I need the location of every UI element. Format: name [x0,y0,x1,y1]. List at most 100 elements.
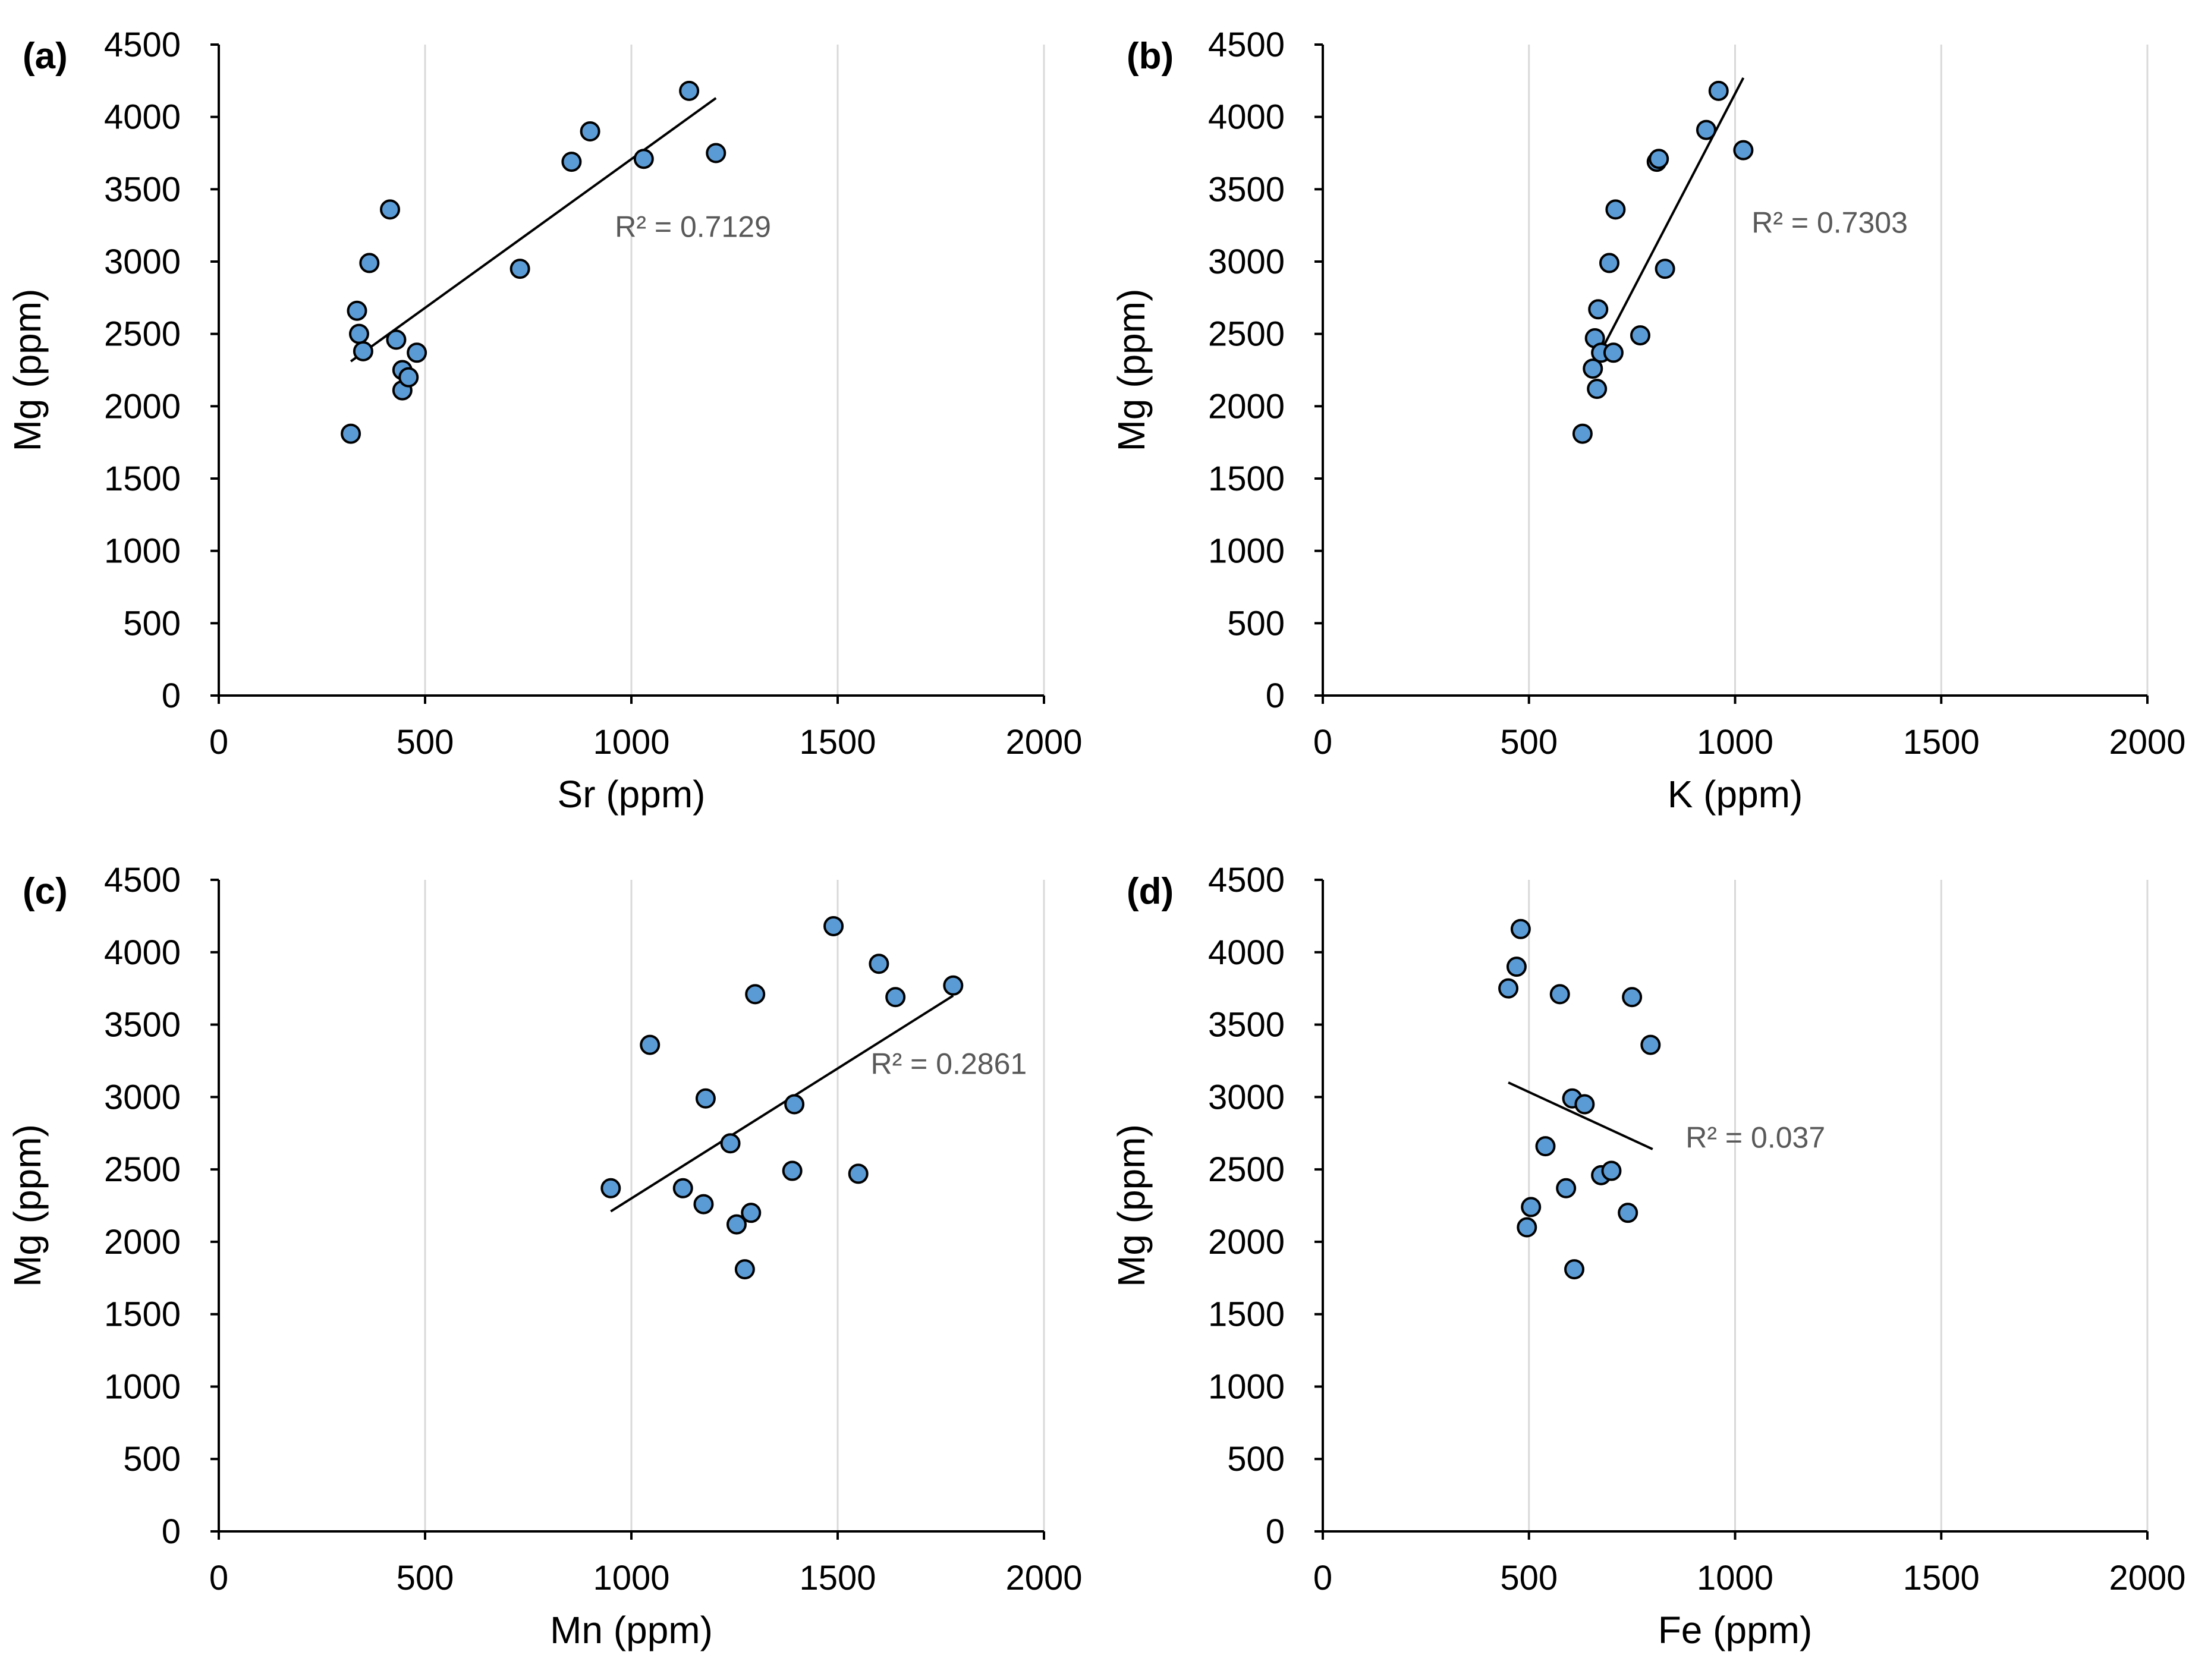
panel-label: (b) [1127,36,1174,77]
trendline [1593,77,1745,364]
data-point [1630,325,1650,346]
x-tick-label: 1000 [1697,723,1773,762]
y-tick-label: 500 [1227,604,1285,643]
data-point [407,342,427,363]
x-axis-title: K (ppm) [1668,773,1803,816]
data-point [679,80,700,101]
x-tick-label: 1000 [593,723,669,762]
data-point [745,984,766,1005]
y-tick-label: 4000 [1208,933,1285,972]
data-point [580,121,600,141]
data-point [398,367,419,388]
data-point [672,1178,693,1198]
data-point [706,143,726,163]
data-point [869,954,889,974]
x-tick-label: 2000 [2109,1559,2185,1597]
data-point [600,1178,621,1198]
data-point [1583,358,1603,379]
panel-label: (a) [23,36,68,77]
y-tick-label: 2500 [104,315,181,354]
data-point [1521,1197,1542,1217]
y-tick-label: 1500 [1208,460,1285,498]
x-axis-title: Fe (ppm) [1658,1609,1813,1651]
x-tick-label: 1500 [1903,723,1980,762]
y-tick-label: 1000 [1208,1367,1285,1406]
data-point [1605,199,1626,220]
y-tick-label: 0 [162,677,181,715]
data-point [353,341,373,361]
y-tick-label: 3500 [1208,1006,1285,1045]
x-tick-label: 0 [209,1559,228,1597]
data-point [720,1133,741,1154]
data-point [1556,1178,1577,1198]
y-tick-label: 1000 [1208,532,1285,571]
y-tick-label: 4000 [104,933,181,972]
data-point [1572,423,1593,444]
data-point [1599,253,1619,273]
x-tick-label: 0 [1313,723,1332,762]
data-point [561,152,582,172]
y-tick-label: 3000 [104,243,181,281]
y-tick-label: 4000 [104,98,181,137]
data-point [640,1034,661,1055]
data-point [734,1259,755,1280]
data-point [823,915,844,936]
y-tick-label: 3000 [104,1078,181,1116]
x-axis-title: Sr (ppm) [558,773,706,816]
y-tick-label: 3500 [1208,170,1285,209]
data-point [885,987,906,1008]
data-point [1649,149,1669,169]
data-point [1733,140,1754,161]
y-tick-label: 2500 [1208,315,1285,354]
x-tick-label: 2000 [1005,723,1082,762]
data-point [347,300,367,321]
r-squared-label: R² = 0.037 [1685,1121,1825,1154]
y-tick-label: 1000 [104,532,181,571]
y-tick-label: 0 [1266,1512,1285,1551]
r-squared-label: R² = 0.7129 [615,210,771,244]
data-point [1498,978,1519,999]
data-point [359,253,380,273]
data-point [1587,379,1608,399]
trendline [610,995,954,1213]
x-tick-label: 0 [1313,1559,1332,1597]
x-tick-label: 500 [397,1559,454,1597]
x-tick-label: 1500 [799,723,876,762]
y-tick-label: 2000 [1208,1223,1285,1261]
x-tick-label: 1000 [1697,1559,1773,1597]
y-axis-title: Mg (ppm) [6,1124,49,1287]
panel-label: (d) [1127,871,1174,912]
x-tick-label: 500 [1500,1559,1558,1597]
x-tick-label: 2000 [1005,1559,1082,1597]
y-tick-label: 1000 [104,1367,181,1406]
data-point [1603,342,1624,363]
r-squared-label: R² = 0.7303 [1751,206,1908,239]
y-tick-label: 3000 [1208,243,1285,281]
data-point [1517,1217,1537,1238]
y-tick-label: 4500 [1208,861,1285,899]
data-point [1696,119,1716,140]
y-tick-label: 1500 [104,460,181,498]
x-tick-label: 2000 [2109,723,2185,762]
y-tick-label: 500 [123,1440,181,1478]
data-point [1655,259,1675,279]
y-tick-label: 3500 [104,1006,181,1045]
x-tick-label: 1000 [593,1559,669,1597]
x-tick-label: 500 [1500,723,1558,762]
data-point [348,323,369,344]
data-point [1564,1259,1585,1280]
y-tick-label: 3000 [1208,1078,1285,1116]
scatter-panel-4: 0 500 1000 1500 2000 2500 3000 3500 4000 4500 0 500… [1110,861,2186,1651]
data-point [1535,1136,1556,1157]
data-point [848,1163,869,1184]
y-tick-label: 4500 [104,26,181,64]
y-tick-label: 3500 [104,170,181,209]
scatter-panel-3: 0 500 1000 1500 2000 2500 3000 3500 4000 4500 0 500… [6,861,1083,1651]
panel-label: (c) [23,871,68,912]
x-axis-title: Mn (ppm) [550,1609,713,1651]
x-tick-label: 1500 [1903,1559,1980,1597]
y-tick-label: 1500 [1208,1295,1285,1334]
y-tick-label: 2500 [104,1150,181,1189]
y-tick-label: 4000 [1208,98,1285,137]
